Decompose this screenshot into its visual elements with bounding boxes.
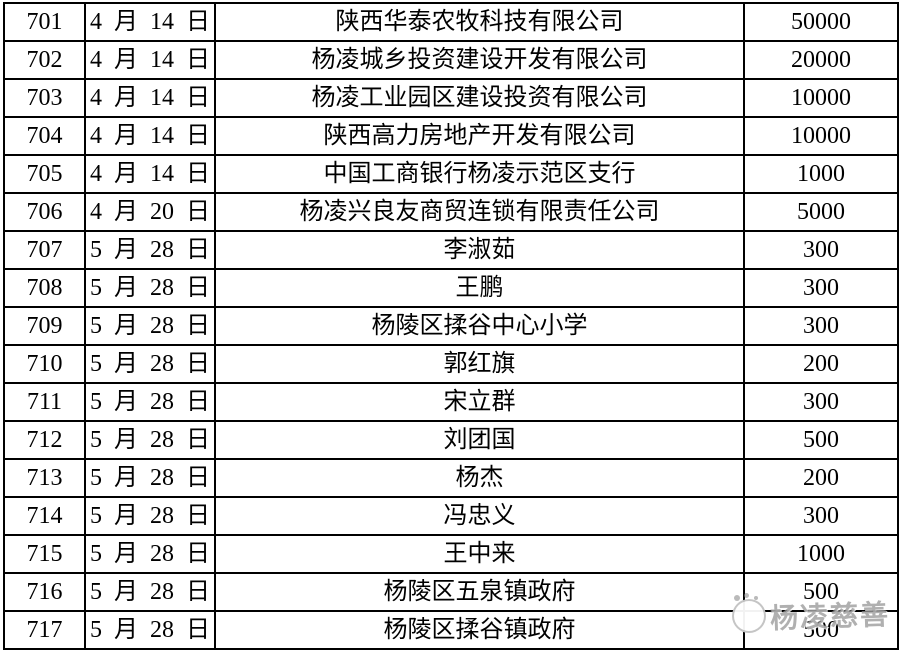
table-row: 701 4 月 14 日 陕西华泰农牧科技有限公司 50000: [3, 2, 899, 42]
table-row: 715 5 月 28 日 王中来 1000: [3, 534, 899, 574]
table-row: 706 4 月 20 日 杨凌兴良友商贸连锁有限责任公司 5000: [3, 192, 899, 232]
date-cell: 4 月 14 日: [84, 78, 216, 118]
serial-cell: 705: [3, 154, 86, 194]
donor-cell: 王鹏: [214, 268, 745, 308]
amount-cell: 300: [743, 230, 899, 270]
table-row: 713 5 月 28 日 杨杰 200: [3, 458, 899, 498]
serial-cell: 716: [3, 572, 86, 612]
date-cell: 5 月 28 日: [84, 534, 216, 574]
donor-cell: 陕西华泰农牧科技有限公司: [214, 2, 745, 42]
date-cell: 5 月 28 日: [84, 344, 216, 384]
date-cell: 4 月 14 日: [84, 154, 216, 194]
serial-cell: 702: [3, 40, 86, 80]
donor-cell: 李淑茹: [214, 230, 745, 270]
donor-cell: 杨陵区揉谷镇政府: [214, 610, 745, 650]
date-cell: 4 月 14 日: [84, 2, 216, 42]
donor-cell: 杨凌工业园区建设投资有限公司: [214, 78, 745, 118]
table-row: 705 4 月 14 日 中国工商银行杨凌示范区支行 1000: [3, 154, 899, 194]
date-cell: 5 月 28 日: [84, 572, 216, 612]
amount-cell: 50000: [743, 2, 899, 42]
donor-cell: 杨凌城乡投资建设开发有限公司: [214, 40, 745, 80]
amount-cell: 200: [743, 458, 899, 498]
table-row: 707 5 月 28 日 李淑茹 300: [3, 230, 899, 270]
donor-cell: 杨杰: [214, 458, 745, 498]
amount-cell: 500: [743, 610, 899, 650]
serial-cell: 703: [3, 78, 86, 118]
amount-cell: 500: [743, 572, 899, 612]
serial-cell: 714: [3, 496, 86, 536]
date-cell: 5 月 28 日: [84, 306, 216, 346]
donor-cell: 王中来: [214, 534, 745, 574]
table-body: 701 4 月 14 日 陕西华泰农牧科技有限公司 50000 702 4 月 …: [3, 2, 899, 650]
amount-cell: 300: [743, 306, 899, 346]
table-row: 703 4 月 14 日 杨凌工业园区建设投资有限公司 10000: [3, 78, 899, 118]
amount-cell: 200: [743, 344, 899, 384]
date-cell: 4 月 20 日: [84, 192, 216, 232]
amount-cell: 1000: [743, 154, 899, 194]
donor-cell: 杨陵区五泉镇政府: [214, 572, 745, 612]
serial-cell: 706: [3, 192, 86, 232]
date-cell: 5 月 28 日: [84, 610, 216, 650]
amount-cell: 500: [743, 420, 899, 460]
date-cell: 5 月 28 日: [84, 496, 216, 536]
serial-cell: 711: [3, 382, 86, 422]
donor-cell: 刘团国: [214, 420, 745, 460]
table-row: 710 5 月 28 日 郭红旗 200: [3, 344, 899, 384]
date-cell: 5 月 28 日: [84, 420, 216, 460]
amount-cell: 10000: [743, 78, 899, 118]
date-cell: 4 月 14 日: [84, 116, 216, 156]
table-row: 702 4 月 14 日 杨凌城乡投资建设开发有限公司 20000: [3, 40, 899, 80]
serial-cell: 709: [3, 306, 86, 346]
date-cell: 5 月 28 日: [84, 268, 216, 308]
table-row: 716 5 月 28 日 杨陵区五泉镇政府 500: [3, 572, 899, 612]
amount-cell: 300: [743, 268, 899, 308]
amount-cell: 300: [743, 382, 899, 422]
date-cell: 5 月 28 日: [84, 382, 216, 422]
table-row: 714 5 月 28 日 冯忠义 300: [3, 496, 899, 536]
date-cell: 5 月 28 日: [84, 230, 216, 270]
serial-cell: 713: [3, 458, 86, 498]
serial-cell: 701: [3, 2, 86, 42]
amount-cell: 10000: [743, 116, 899, 156]
donation-table: 701 4 月 14 日 陕西华泰农牧科技有限公司 50000 702 4 月 …: [3, 2, 899, 650]
table-row: 709 5 月 28 日 杨陵区揉谷中心小学 300: [3, 306, 899, 346]
amount-cell: 300: [743, 496, 899, 536]
amount-cell: 1000: [743, 534, 899, 574]
table-row: 711 5 月 28 日 宋立群 300: [3, 382, 899, 422]
donor-cell: 冯忠义: [214, 496, 745, 536]
date-cell: 4 月 14 日: [84, 40, 216, 80]
donor-cell: 陕西高力房地产开发有限公司: [214, 116, 745, 156]
serial-cell: 715: [3, 534, 86, 574]
donor-cell: 中国工商银行杨凌示范区支行: [214, 154, 745, 194]
serial-cell: 708: [3, 268, 86, 308]
table-row: 708 5 月 28 日 王鹏 300: [3, 268, 899, 308]
table-row: 717 5 月 28 日 杨陵区揉谷镇政府 500: [3, 610, 899, 650]
table-row: 712 5 月 28 日 刘团国 500: [3, 420, 899, 460]
serial-cell: 712: [3, 420, 86, 460]
donor-cell: 宋立群: [214, 382, 745, 422]
amount-cell: 20000: [743, 40, 899, 80]
donor-cell: 杨陵区揉谷中心小学: [214, 306, 745, 346]
amount-cell: 5000: [743, 192, 899, 232]
serial-cell: 717: [3, 610, 86, 650]
serial-cell: 710: [3, 344, 86, 384]
serial-cell: 704: [3, 116, 86, 156]
donor-cell: 郭红旗: [214, 344, 745, 384]
date-cell: 5 月 28 日: [84, 458, 216, 498]
table-row: 704 4 月 14 日 陕西高力房地产开发有限公司 10000: [3, 116, 899, 156]
serial-cell: 707: [3, 230, 86, 270]
donor-cell: 杨凌兴良友商贸连锁有限责任公司: [214, 192, 745, 232]
